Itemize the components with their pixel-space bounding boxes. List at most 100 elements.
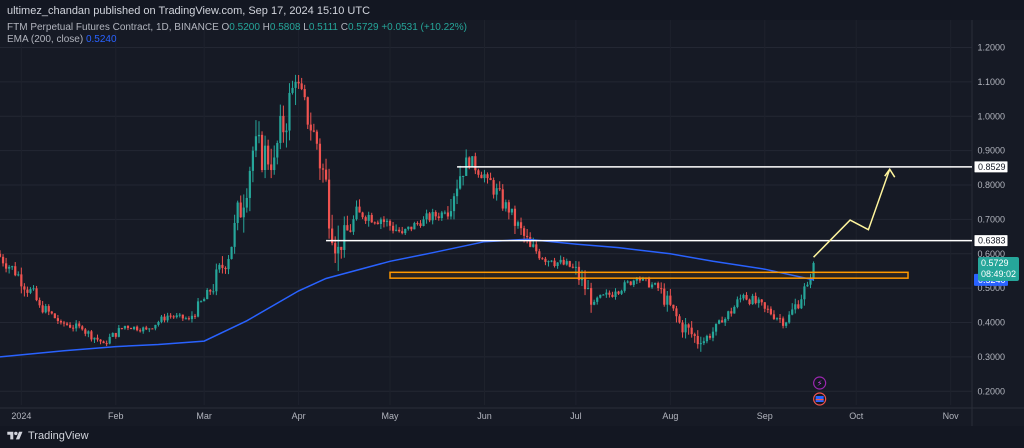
candle-body (75, 323, 78, 329)
candle-body (797, 304, 800, 309)
candle-body (705, 335, 709, 342)
ema-label: EMA (200, close) (7, 34, 84, 45)
ohlc-row: FTM Perpetual Futures Contract, 1D, BINA… (7, 22, 467, 34)
candle-body (263, 145, 267, 171)
candle-body (361, 212, 364, 218)
candle-body (778, 318, 782, 320)
candle-body (99, 339, 102, 342)
support-zone (389, 271, 909, 279)
candle-body (513, 208, 517, 226)
candle-body (663, 288, 666, 305)
candle-body (41, 305, 44, 313)
candle-body (544, 258, 547, 262)
candle-body (654, 283, 657, 285)
candle-body (657, 283, 660, 289)
candle-body (23, 286, 26, 290)
candle-body (257, 134, 261, 137)
candle-body (379, 219, 382, 224)
candle-body (309, 124, 312, 131)
tradingview-logo[interactable]: TradingView (6, 430, 89, 442)
publisher-bar: ultimez_chandan published on TradingView… (0, 0, 1024, 20)
candle-body (419, 223, 422, 226)
x-tick-label: Mar (196, 411, 212, 421)
candle-body (611, 294, 614, 297)
candle-body (583, 277, 587, 290)
candle-body (398, 229, 401, 232)
candle-body (218, 264, 221, 270)
candle-body (367, 214, 370, 221)
candle-body (47, 306, 50, 312)
candle-body (294, 81, 297, 88)
candle-body (129, 328, 133, 330)
candle-body (647, 278, 651, 288)
candle-body (556, 262, 559, 266)
candle-body (742, 295, 745, 299)
candle-body (343, 225, 346, 250)
candle-body (721, 320, 724, 323)
candle-body (510, 208, 513, 213)
candle-body (26, 289, 29, 293)
candle-body (282, 115, 285, 133)
candle-body (117, 328, 120, 337)
candle-body (87, 331, 90, 334)
candle-body (81, 326, 84, 330)
candle-body (273, 157, 276, 171)
ema-row: EMA (200, close) 0.5240 (7, 34, 467, 46)
candle-body (620, 290, 623, 294)
projection-arrowhead (884, 167, 896, 178)
lightning-glyph: ⚡ (817, 379, 823, 388)
candle-body (78, 323, 81, 327)
candle-body (145, 327, 148, 330)
candle-body (605, 292, 608, 295)
change-value: +0.0531 (+10.22%) (381, 22, 467, 33)
candle-body (123, 325, 127, 329)
candle-body (139, 330, 142, 332)
candle-body (413, 223, 416, 230)
candle-body (565, 261, 568, 265)
candle-body (370, 214, 373, 223)
x-tick-label: 2024 (11, 411, 31, 421)
candle-body (806, 284, 809, 287)
candle-body (757, 299, 760, 304)
chart-legend: FTM Perpetual Futures Contract, 1D, BINA… (7, 22, 467, 46)
candle-body (562, 259, 565, 265)
candle-body (236, 202, 239, 223)
candle-body (65, 323, 69, 325)
candle-body (327, 179, 331, 229)
candle-body (300, 83, 303, 90)
candle-body (711, 331, 715, 338)
candle-body (794, 304, 797, 310)
candle-body (507, 202, 510, 213)
candle-body (410, 226, 413, 230)
candle-body (44, 306, 47, 313)
candle-body (791, 309, 794, 315)
candle-body (230, 246, 233, 259)
candle-body (334, 243, 337, 254)
brand-label: TradingView (28, 430, 89, 442)
candle-body (641, 277, 645, 281)
candle-body (535, 244, 538, 252)
candle-body (699, 343, 702, 345)
candle-body (32, 288, 35, 290)
y-tick-label: 0.5000 (977, 283, 1005, 293)
candle-body (14, 266, 17, 276)
candle-body (428, 213, 431, 221)
candle-body (541, 258, 544, 260)
projection-path (813, 168, 891, 258)
candle-body (184, 318, 187, 320)
candle-body (388, 220, 392, 226)
candle-body (772, 314, 776, 319)
candle-body (114, 332, 117, 337)
candle-body (724, 318, 727, 323)
publisher-text: ultimez_chandan published on TradingView… (7, 5, 371, 17)
candle-body (84, 329, 87, 334)
ema-value: 0.5240 (85, 34, 117, 45)
candle-body (187, 318, 191, 320)
close-value: 0.5729 (347, 22, 379, 33)
candle-body (239, 202, 242, 218)
candle-body (11, 266, 14, 268)
candle-body (468, 157, 471, 168)
y-tick-label: 0.7000 (977, 214, 1005, 224)
x-tick-label: Sep (757, 411, 773, 421)
